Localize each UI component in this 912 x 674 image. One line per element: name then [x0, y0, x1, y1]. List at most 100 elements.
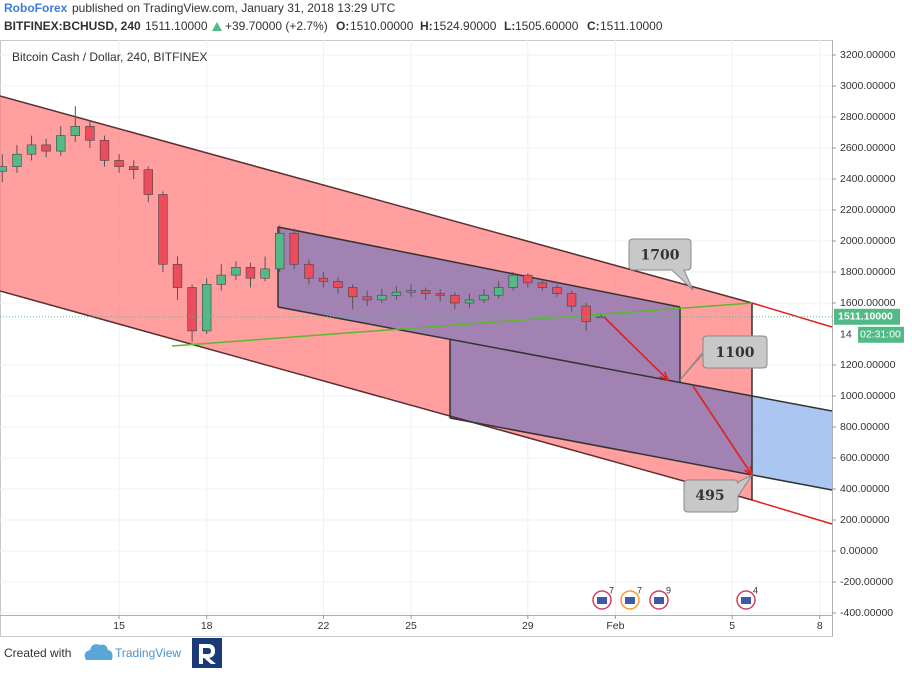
y-tick-label: 1600.00000 [840, 297, 896, 309]
callout-box [683, 473, 754, 513]
callout-label: 1100 [716, 345, 755, 361]
y-tick-label: 2400.00000 [840, 173, 896, 185]
candle-body [41, 144, 51, 152]
x-tick-label: 22 [318, 620, 330, 632]
candle-body [333, 281, 343, 288]
countdown-tag [858, 326, 904, 343]
y-tick-label: 3200.00000 [840, 49, 896, 61]
y-tick-label: 0.00000 [840, 545, 878, 557]
close-label: C: [587, 19, 600, 33]
candle-body [406, 290, 416, 293]
candle-body [304, 263, 314, 279]
open-label: O: [336, 19, 349, 33]
event-count: 7 [637, 585, 642, 595]
y-tick-label: 1000.00000 [840, 390, 896, 402]
countdown: 02:31:00 [860, 329, 901, 341]
candle-body [143, 169, 153, 195]
close-value: 1511.10000 [600, 19, 663, 33]
projection-zone [752, 396, 832, 490]
candle-body [537, 282, 548, 288]
event-flag [741, 597, 751, 604]
drawings [0, 96, 832, 500]
candle-body [129, 166, 139, 171]
channel-top [0, 95, 753, 304]
chart-title: Bitcoin Cash / Dollar, 240, BITFINEX [12, 50, 207, 64]
y-tick-label: 800.00000 [840, 421, 890, 433]
event-count: 7 [609, 585, 614, 595]
candle-body [450, 294, 460, 304]
last-price: 1511.10000 [145, 19, 208, 33]
candle-body [377, 294, 387, 301]
candle-body [85, 126, 95, 141]
logo-r [199, 644, 216, 664]
callout-label: 495 [695, 488, 724, 504]
candle-body [56, 135, 66, 152]
publisher[interactable]: RoboForex [4, 1, 68, 15]
change: +39.70000 (+2.7%) [225, 19, 328, 33]
candle-body [245, 267, 256, 279]
candle-body [479, 294, 489, 301]
candle-body [289, 232, 299, 265]
candle-body [464, 299, 475, 304]
candle-body [12, 153, 22, 167]
channel-bottom [0, 290, 753, 501]
event-flag [625, 597, 635, 604]
candle-body [260, 268, 270, 279]
arrow-line [604, 317, 669, 381]
candle-body [347, 287, 358, 298]
x-tick-label: 25 [405, 620, 417, 632]
footer-brand: TradingView [115, 646, 181, 660]
box-edge [277, 226, 681, 308]
channel-box [450, 339, 752, 475]
low-value: 1505.60000 [515, 19, 579, 33]
x-tick-label: 8 [817, 620, 823, 632]
candle-body [114, 160, 124, 167]
candle-body [435, 293, 445, 296]
x-tick-label: 18 [201, 620, 213, 632]
arrow-head [659, 371, 670, 382]
candle-body [0, 166, 8, 172]
logo-bg [192, 638, 222, 668]
x-tick-label: 29 [522, 620, 534, 632]
event-flag [597, 597, 607, 604]
high-label: H: [420, 19, 433, 33]
candle-body [158, 194, 168, 265]
y-tick-label: 3000.00000 [840, 80, 896, 92]
channel-bottom-ext [751, 499, 833, 525]
event-flag [654, 597, 664, 604]
footer-bg [0, 637, 912, 669]
y-tick-label: 2200.00000 [840, 204, 896, 216]
callout-box [628, 238, 694, 291]
candle-body [523, 274, 533, 284]
y-tick-label: 1800.00000 [840, 266, 896, 278]
partial-tick: 14 [840, 329, 852, 341]
y-tick-label: 600.00000 [840, 452, 890, 464]
published: published on TradingView.com, January 31… [72, 1, 396, 15]
y-tick-label: 2800.00000 [840, 111, 896, 123]
low-label: L: [504, 19, 515, 33]
arrow-line [692, 385, 753, 476]
y-tick-label: 400.00000 [840, 483, 890, 495]
candle-body [216, 274, 226, 285]
y-tick-label: 200.00000 [840, 514, 890, 526]
candle-body [391, 291, 402, 296]
event-count: 4 [753, 585, 758, 595]
y-tick-label: -200.00000 [840, 576, 893, 588]
candle-body [172, 263, 183, 288]
candle-body [26, 144, 37, 155]
candle-body [566, 293, 577, 307]
callout-box [679, 335, 768, 381]
tv-cloud [84, 644, 113, 660]
candle-body [318, 277, 329, 282]
x-tick-label: Feb [606, 620, 624, 632]
event-count: 9 [666, 585, 671, 595]
candle-body [552, 287, 562, 295]
channel-top-ext [751, 302, 833, 328]
support-line [171, 302, 753, 347]
candle-body [99, 139, 110, 161]
x-tick-label: 15 [113, 620, 125, 632]
x-tick-label: 5 [729, 620, 735, 632]
candle-body [420, 290, 431, 295]
